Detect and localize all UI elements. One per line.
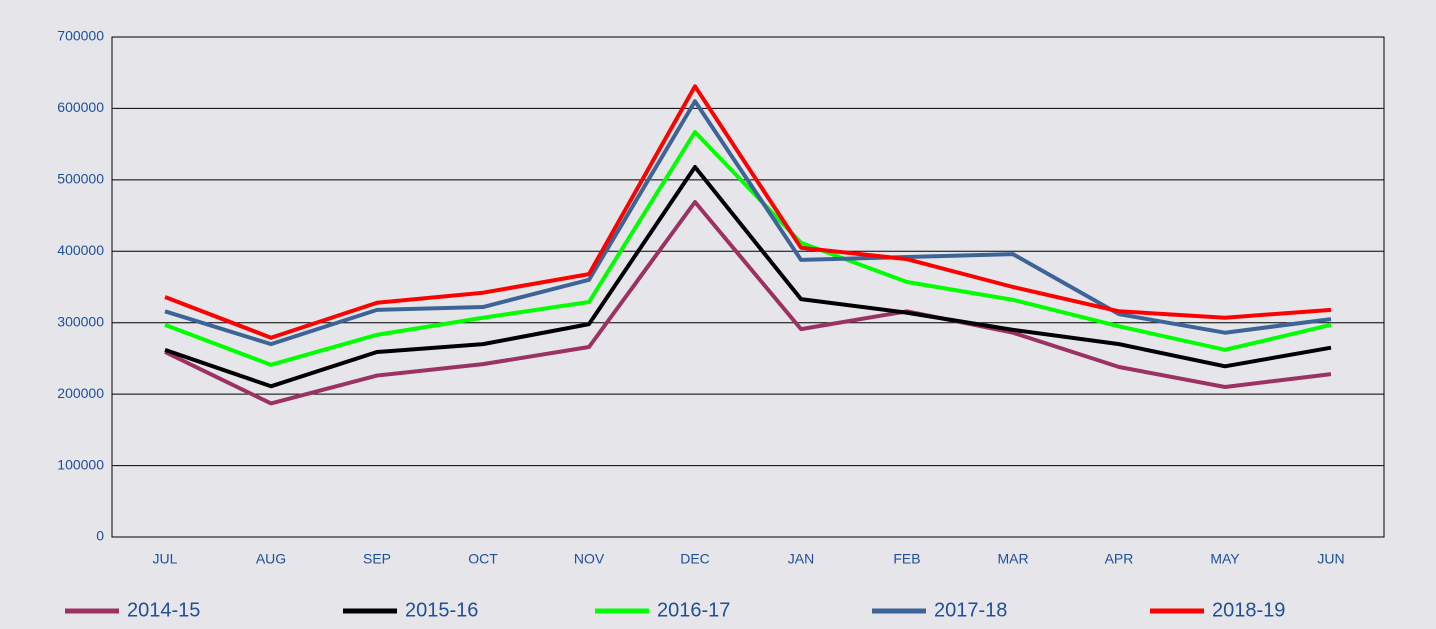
x-tick-label: MAR [997,551,1028,567]
y-tick-label: 400000 [57,242,104,258]
x-tick-label: JUN [1317,551,1344,567]
legend-label: 2017-18 [934,599,1007,621]
series-line [164,130,1332,367]
x-tick-label: JUL [153,551,178,567]
x-tick-label: DEC [680,551,710,567]
y-tick-label: 200000 [57,385,104,401]
x-tick-label: SEP [363,551,391,567]
x-tick-label: APR [1105,551,1134,567]
y-tick-label: 500000 [57,171,104,187]
y-tick-label: 100000 [57,456,104,472]
legend-label: 2018-19 [1212,599,1285,621]
plot-frame [111,36,1385,538]
x-tick-label: NOV [574,551,605,567]
y-tick-label: 700000 [57,28,104,44]
series-line [164,84,1332,340]
y-tick-label: 0 [96,528,104,544]
series-line [164,165,1332,389]
legend-label: 2015-16 [405,599,478,621]
x-tick-label: JAN [788,551,814,567]
x-tick-label: MAY [1210,551,1240,567]
series-line [164,200,1332,406]
y-tick-label: 600000 [57,99,104,115]
x-tick-label: AUG [256,551,286,567]
x-tick-label: FEB [893,551,920,567]
x-tick-label: OCT [468,551,498,567]
y-tick-label: 300000 [57,313,104,329]
legend-label: 2014-15 [127,599,200,621]
legend-label: 2016-17 [657,599,730,621]
series-line [164,99,1332,347]
